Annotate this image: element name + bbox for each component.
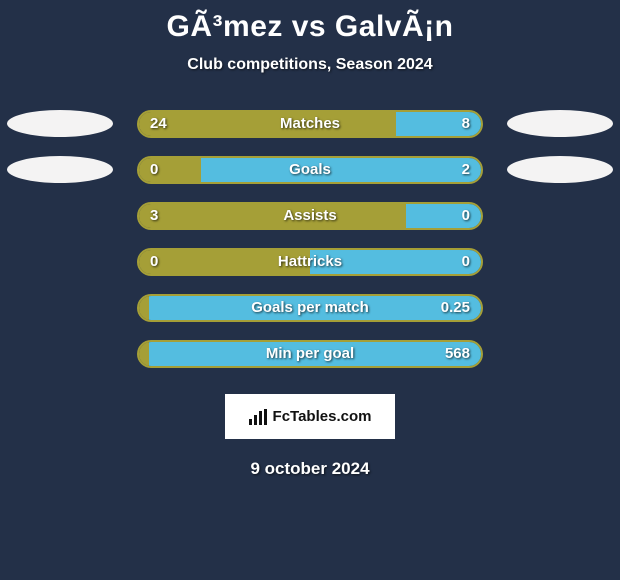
source-badge: FcTables.com [225,394,396,439]
stat-value-right: 568 [445,340,470,368]
badge-text: FcTables.com [273,408,372,425]
stat-rows: 24Matches80Goals23Assists00Hattricks0Goa… [0,110,620,368]
stat-value-right: 0 [462,248,470,276]
stat-row: Min per goal568 [0,340,620,368]
stat-row: 0Hattricks0 [0,248,620,276]
stat-value-right: 8 [462,110,470,138]
chart-container: GÃ³mez vs GalvÃ¡n Club competitions, Sea… [0,0,620,479]
stat-row: 0Goals2 [0,156,620,184]
stat-value-right: 0 [462,202,470,230]
stat-row: 24Matches8 [0,110,620,138]
stat-value-right: 0.25 [441,294,470,322]
date-text: 9 october 2024 [0,459,620,479]
page-subtitle: Club competitions, Season 2024 [0,56,620,74]
stat-label: Goals per match [137,294,483,322]
player-left-ellipse [7,156,113,183]
stat-row: 3Assists0 [0,202,620,230]
stat-label: Goals [137,156,483,184]
stat-value-right: 2 [462,156,470,184]
stat-row: Goals per match0.25 [0,294,620,322]
stat-label: Assists [137,202,483,230]
player-left-ellipse [7,110,113,137]
stat-label: Matches [137,110,483,138]
stat-label: Min per goal [137,340,483,368]
stat-label: Hattricks [137,248,483,276]
player-right-ellipse [507,110,613,137]
bars-icon [249,409,267,425]
player-right-ellipse [507,156,613,183]
page-title: GÃ³mez vs GalvÃ¡n [0,10,620,44]
